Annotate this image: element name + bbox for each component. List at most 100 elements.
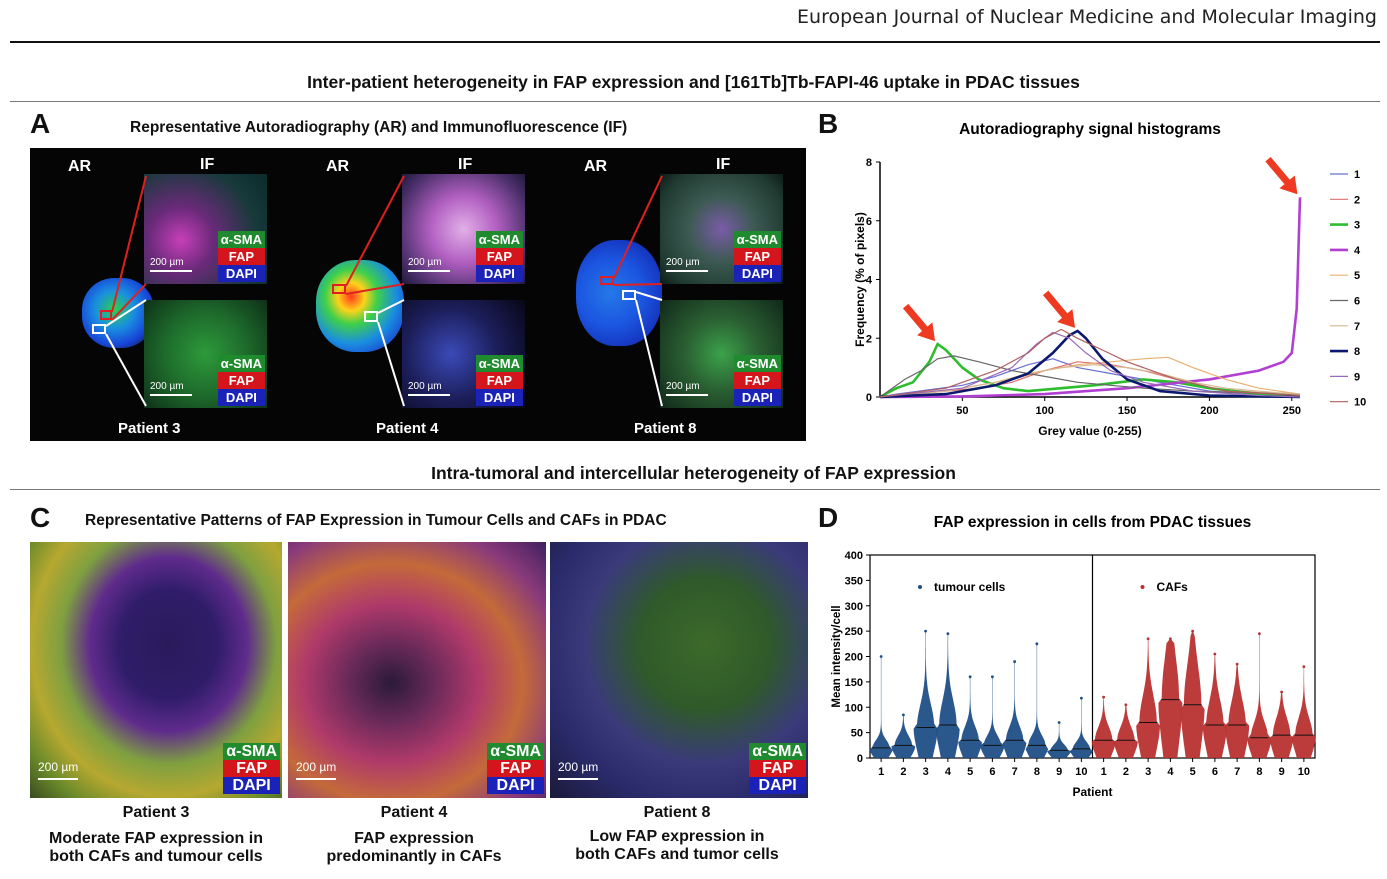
legend-label-1: CAFs <box>1157 580 1189 594</box>
legend-label-9: 9 <box>1354 371 1360 383</box>
section-title-top: Inter-patient heterogeneity in FAP expre… <box>307 72 1080 92</box>
x-tick-label: 50 <box>956 405 968 417</box>
y-axis-label: Mean intensity/cell <box>831 605 843 707</box>
if-tile-top: α-SMA FAP DAPI 200 µm <box>660 174 783 284</box>
max-point-0-8 <box>1035 642 1039 646</box>
chart-title: Autoradiography signal histograms <box>959 121 1221 138</box>
x-tick-label: 6 <box>1212 766 1218 778</box>
max-point-0-1 <box>879 655 883 658</box>
y-tick-label: 100 <box>845 702 863 714</box>
max-point-0-7 <box>1013 660 1017 663</box>
y-tick-label: 8 <box>866 157 872 169</box>
violin-1-7 <box>1225 664 1250 758</box>
scale-bar-label: 200 µm <box>666 381 700 392</box>
y-tick-label: 200 <box>845 652 863 664</box>
y-tick-label: 150 <box>845 677 863 689</box>
x-axis-label: Patient <box>1072 785 1112 799</box>
violin-0-6 <box>980 676 1005 758</box>
ar-label: AR <box>326 158 350 175</box>
roi-box-white <box>622 290 636 300</box>
stain-sma-label: α-SMA <box>217 231 265 248</box>
x-tick-label: 3 <box>1145 766 1151 778</box>
caption-line-2: both CAFs and tumour cells <box>49 848 263 865</box>
violin-1-1 <box>1091 697 1116 758</box>
if-label: IF <box>716 156 731 173</box>
x-tick-label: 2 <box>1123 766 1129 778</box>
header-rule <box>10 41 1380 43</box>
max-point-1-8 <box>1257 632 1261 636</box>
legend-label-10: 10 <box>1354 397 1366 409</box>
stain-sma-label: α-SMA <box>733 355 781 372</box>
violin-0-7 <box>1002 661 1027 758</box>
series-line-8 <box>879 329 1301 399</box>
stain-sma-label: α-SMA <box>475 231 523 248</box>
fluorescence-image-1: α-SMA FAP DAPI 200 µm <box>30 542 282 798</box>
patient-label: Patient 8 <box>634 420 697 437</box>
legend-label-5: 5 <box>1354 270 1360 282</box>
ar-label: AR <box>68 158 92 175</box>
panel-a-title: Representative Autoradiography (AR) and … <box>130 119 628 136</box>
panel-a-image: AR IF α-SMA FAP DAPI 200 µm α-SMA FAP DAPI 200 µm… <box>30 148 806 441</box>
panel-c-letter: C <box>30 502 51 533</box>
stain-dapi-label: DAPI <box>217 265 265 282</box>
x-tick-label: 6 <box>989 766 995 778</box>
stain-fap-label: FAP <box>733 248 781 265</box>
scale-bar <box>38 778 78 780</box>
x-tick-label: 4 <box>1167 766 1174 778</box>
scale-bar-label: 200 µm <box>408 381 442 392</box>
stain-dapi-label: DAPI <box>475 389 523 406</box>
x-tick-label: 1 <box>878 766 884 778</box>
stain-legend: α-SMA FAP DAPI <box>223 743 280 794</box>
stain-sma-label: α-SMA <box>487 743 544 760</box>
max-point-1-1 <box>1102 695 1106 699</box>
y-tick-label: 6 <box>866 216 872 228</box>
legend-label-3: 3 <box>1354 220 1360 232</box>
stain-fap-label: FAP <box>217 372 265 389</box>
chart-title: FAP expression in cells from PDAC tissue… <box>934 514 1252 531</box>
violin-0-4 <box>936 633 960 758</box>
scale-bar-label: 200 µm <box>38 760 79 774</box>
stain-dapi-label: DAPI <box>749 777 806 794</box>
stain-dapi-label: DAPI <box>733 389 781 406</box>
y-tick-label: 400 <box>845 550 863 562</box>
stain-legend: α-SMA FAP DAPI <box>733 231 781 282</box>
caption-line-2: predominantly in CAFs <box>326 848 502 865</box>
x-axis-label: Grey value (0-255) <box>1038 424 1141 438</box>
x-tick-label: 5 <box>967 766 973 778</box>
autoradiography-blob <box>576 240 662 346</box>
caption-patient-name: Patient 8 <box>643 804 711 821</box>
stain-fap-label: FAP <box>217 248 265 265</box>
panel-c-title: Representative Patterns of FAP Expressio… <box>85 512 667 529</box>
journal-name: European Journal of Nuclear Medicine and… <box>797 6 1377 28</box>
patient-label: Patient 4 <box>376 420 439 437</box>
scale-bar <box>408 394 450 396</box>
scale-bar-label: 200 µm <box>296 760 337 774</box>
max-point-1-4 <box>1168 637 1172 641</box>
if-tile-bottom: α-SMA FAP DAPI 200 µm <box>144 300 267 408</box>
violin-0-2 <box>891 714 916 758</box>
violin-0-8 <box>1025 643 1049 758</box>
scale-bar <box>296 778 336 780</box>
fluorescence-image-2: α-SMA FAP DAPI 200 µm <box>288 542 546 798</box>
max-point-1-7 <box>1235 662 1239 666</box>
stain-fap-label: FAP <box>487 760 544 777</box>
if-label: IF <box>458 156 473 173</box>
violin-0-3 <box>913 631 938 758</box>
stain-dapi-label: DAPI <box>223 777 280 794</box>
violin-1-10 <box>1291 666 1316 758</box>
x-tick-label: 10 <box>1298 766 1310 778</box>
legend-label-8: 8 <box>1354 346 1360 358</box>
stain-legend: α-SMA FAP DAPI <box>217 231 265 282</box>
stain-legend: α-SMA FAP DAPI <box>733 355 781 406</box>
y-tick-label: 250 <box>845 626 863 638</box>
arrow-head-4 <box>1279 175 1298 195</box>
legend-dot-1 <box>1140 585 1145 589</box>
stain-dapi-label: DAPI <box>475 265 523 282</box>
if-tile-bottom: α-SMA FAP DAPI 200 µm <box>402 300 525 408</box>
patient-label: Patient 3 <box>118 420 181 437</box>
section-rule-middle <box>10 489 1380 490</box>
panel-c-images: α-SMA FAP DAPI 200 µm α-SMA FAP DAPI 200 µm α-SM… <box>30 542 808 798</box>
x-tick-label: 9 <box>1056 766 1062 778</box>
stain-dapi-label: DAPI <box>487 777 544 794</box>
caption-line-1: Low FAP expression in <box>589 828 765 845</box>
